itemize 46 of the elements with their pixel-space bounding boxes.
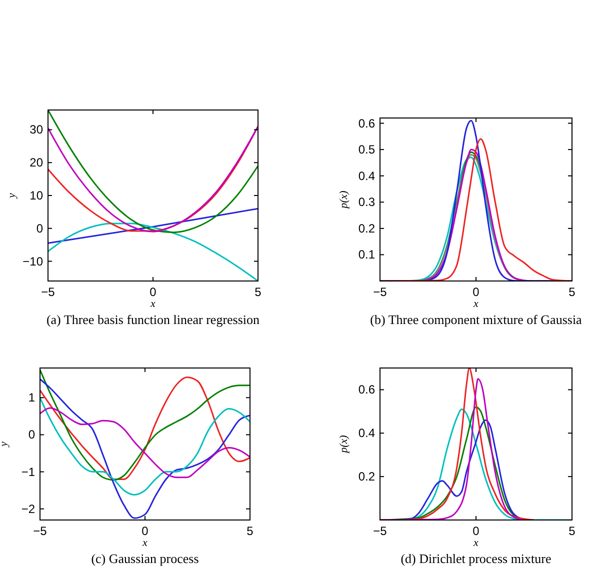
x-axis-title: x xyxy=(150,298,156,310)
y-tick-label: −2 xyxy=(21,502,36,516)
y-tick-label: 0.1 xyxy=(358,248,376,262)
y-tick-label: 10 xyxy=(30,188,44,202)
y-tick-label: 20 xyxy=(30,156,44,170)
x-axis-title: x xyxy=(472,298,479,310)
y-tick-label: 0.2 xyxy=(358,470,376,484)
y-tick-label: 0.5 xyxy=(358,142,376,157)
y-tick-label: −1 xyxy=(21,464,36,479)
y-tick-label: 0 xyxy=(36,221,44,236)
y-tick-label: 0.2 xyxy=(358,221,376,236)
line-series xyxy=(40,396,250,496)
y-tick-label: 0.6 xyxy=(358,382,376,397)
x-axis-title: x xyxy=(142,537,148,549)
x-axis-title: x xyxy=(472,537,479,549)
y-tick-label: 0.6 xyxy=(358,116,376,130)
x-tick-label: 0 xyxy=(142,524,149,538)
x-tick-label: 0 xyxy=(472,524,480,538)
y-axis-title: p(x) xyxy=(338,434,350,454)
y-tick-label: 30 xyxy=(30,122,44,137)
line-series xyxy=(48,222,258,281)
text: (d) Dirichlet process mixture xyxy=(400,551,552,566)
text: (a) Three basis function linear regression xyxy=(46,312,260,327)
y-tick-label: −10 xyxy=(22,254,44,268)
x-tick-label: −5 xyxy=(33,524,48,538)
y-axis-title: p(x) xyxy=(338,190,350,210)
x-tick-label: 0 xyxy=(472,285,480,299)
x-tick-label: −5 xyxy=(41,285,56,299)
x-tick-label: −5 xyxy=(373,285,388,299)
y-axis-title: y xyxy=(6,192,18,199)
x-tick-label: 5 xyxy=(246,524,254,538)
text: (c) Gaussian process xyxy=(91,551,199,566)
y-tick-label: 0.4 xyxy=(358,426,376,440)
x-tick-label: −5 xyxy=(373,524,388,538)
y-tick-label: 0.3 xyxy=(358,195,376,210)
x-tick-label: 0 xyxy=(150,285,157,299)
line-series xyxy=(40,407,250,478)
y-tick-label: 1 xyxy=(28,390,36,405)
x-tick-label: 5 xyxy=(568,524,576,538)
y-tick-label: 0.4 xyxy=(358,168,376,183)
x-tick-label: 5 xyxy=(568,285,576,299)
y-tick-label: 0 xyxy=(28,428,36,442)
y-axis-title: y xyxy=(0,441,10,448)
x-tick-label: 5 xyxy=(254,285,262,299)
line-series xyxy=(40,378,250,519)
text: (b) Three component mixture of Gaussia xyxy=(370,312,582,327)
